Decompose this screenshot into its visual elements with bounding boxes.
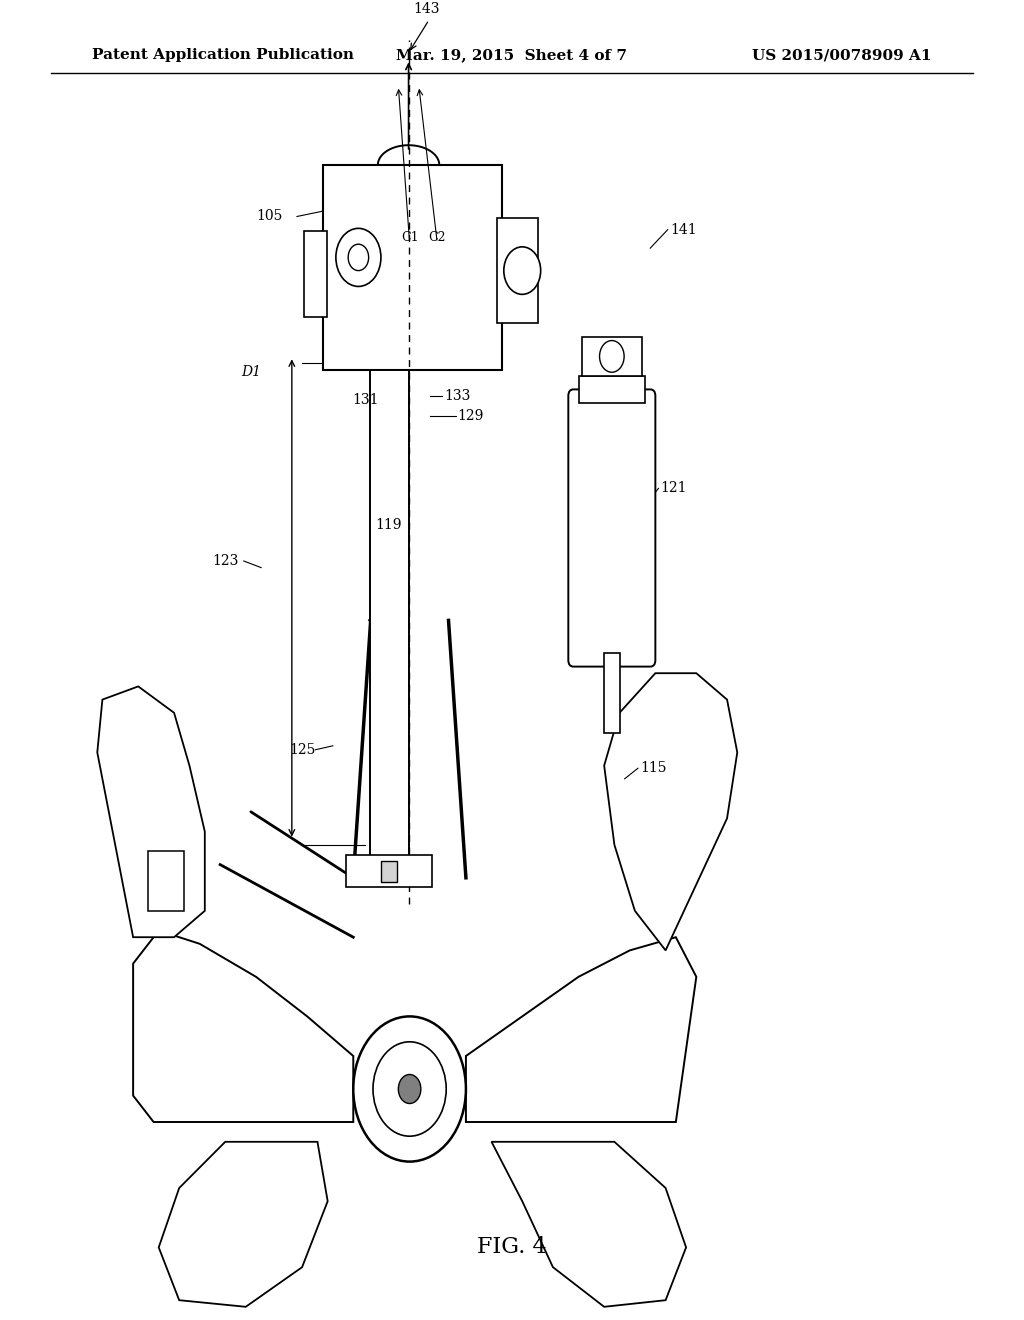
Circle shape [348, 244, 369, 271]
Text: 133: 133 [444, 389, 471, 403]
Circle shape [398, 1074, 421, 1104]
Text: 119: 119 [376, 519, 402, 532]
Polygon shape [159, 1142, 328, 1307]
Polygon shape [604, 673, 737, 950]
Text: 143: 143 [414, 3, 440, 16]
Text: 123: 123 [212, 554, 239, 568]
Bar [582, 337, 642, 376]
Circle shape [353, 1016, 466, 1162]
Polygon shape [492, 1142, 686, 1307]
Polygon shape [133, 931, 353, 1122]
Bar [304, 231, 327, 317]
Bar [604, 653, 621, 733]
Bar [497, 218, 538, 323]
Text: 125: 125 [289, 743, 315, 756]
Text: FIG. 4: FIG. 4 [477, 1237, 547, 1258]
Text: Patent Application Publication: Patent Application Publication [92, 49, 354, 62]
Polygon shape [466, 937, 696, 1122]
Circle shape [373, 1041, 446, 1137]
Text: D1: D1 [241, 366, 261, 379]
Circle shape [600, 341, 625, 372]
FancyBboxPatch shape [568, 389, 655, 667]
Text: 137: 137 [340, 244, 367, 257]
Text: 121: 121 [660, 482, 687, 495]
Text: 129: 129 [458, 409, 484, 422]
Text: 105: 105 [256, 210, 283, 223]
Text: Mar. 19, 2015  Sheet 4 of 7: Mar. 19, 2015 Sheet 4 of 7 [396, 49, 628, 62]
Circle shape [504, 247, 541, 294]
Text: 115: 115 [640, 762, 667, 775]
Text: 141: 141 [671, 223, 697, 236]
Bar [148, 851, 184, 911]
Bar [370, 370, 409, 878]
Text: US 2015/0078909 A1: US 2015/0078909 A1 [753, 49, 932, 62]
Text: 131: 131 [352, 393, 379, 407]
Bar [323, 165, 502, 370]
Circle shape [336, 228, 381, 286]
Bar [579, 376, 645, 403]
Bar [346, 855, 432, 887]
Text: C1: C1 [400, 231, 419, 244]
Bar [381, 861, 397, 882]
Text: C2: C2 [428, 231, 446, 244]
Polygon shape [97, 686, 205, 937]
